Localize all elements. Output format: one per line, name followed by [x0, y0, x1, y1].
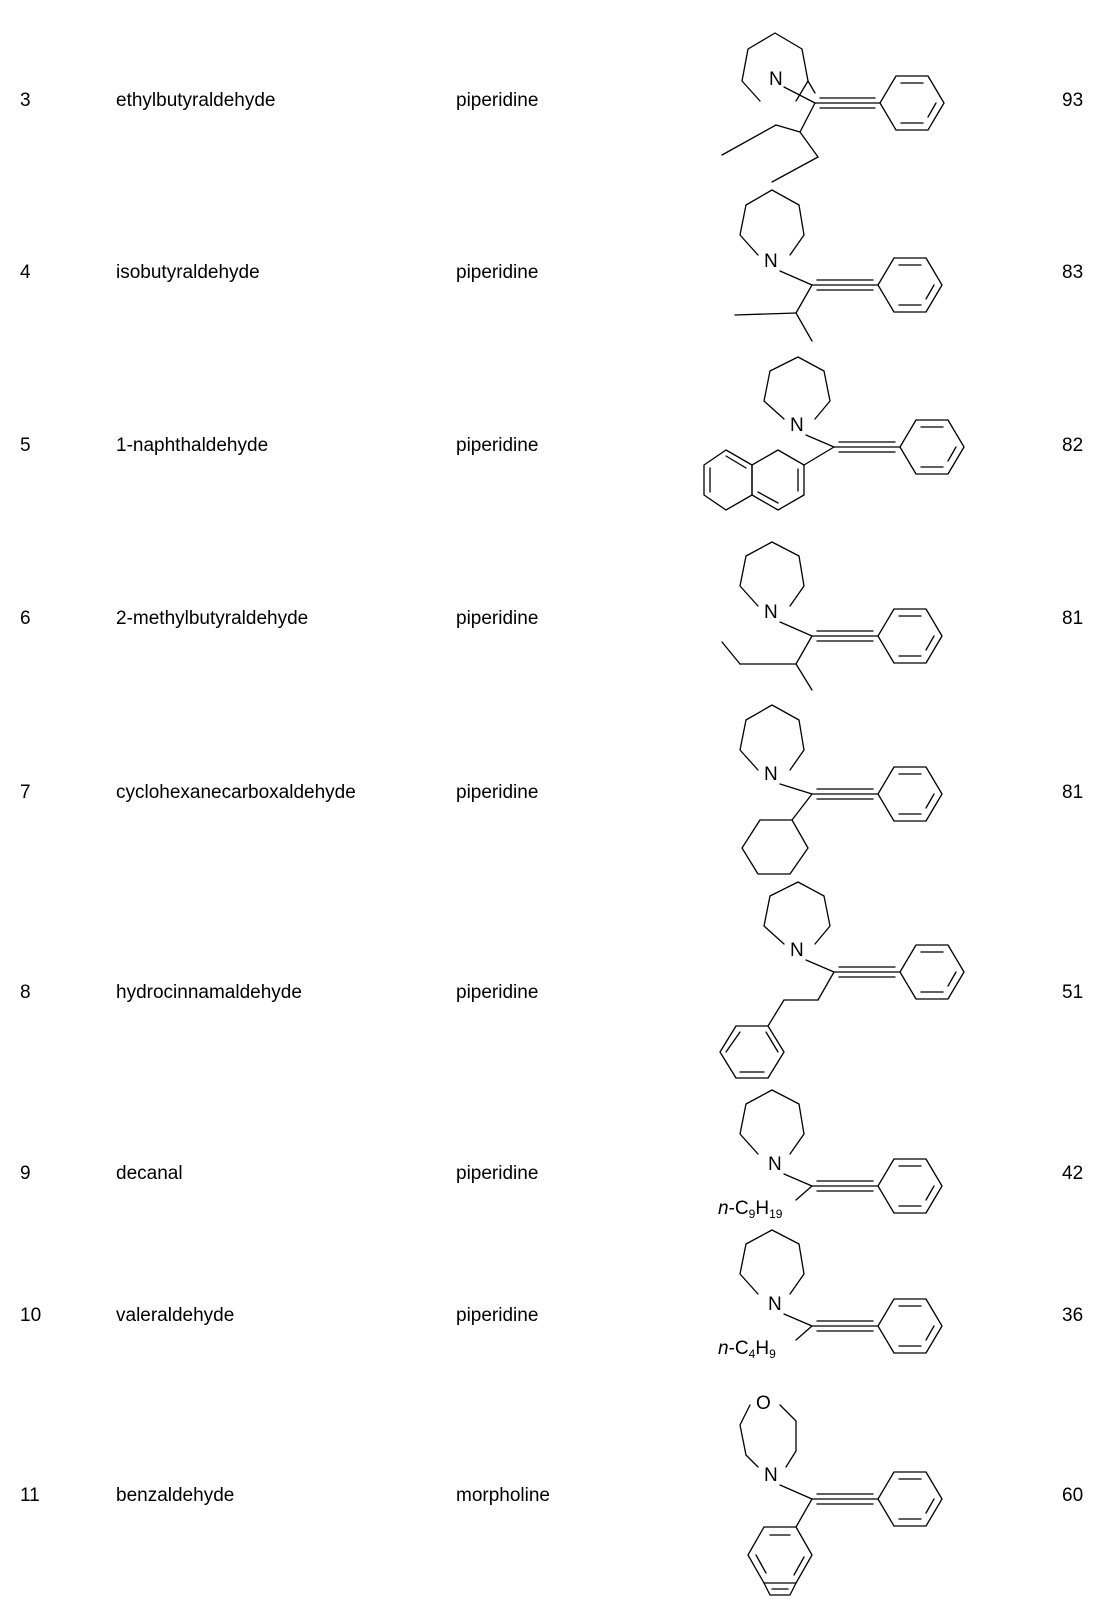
- amine-name: piperidine: [456, 608, 539, 629]
- aldehyde-name: isobutyraldehyde: [116, 262, 260, 283]
- amine-name: piperidine: [456, 1305, 539, 1326]
- nitrogen-label: N: [764, 602, 778, 623]
- product-structure: N: [734, 189, 943, 342]
- amine-name: morpholine: [456, 1485, 550, 1506]
- entry-number: 8: [20, 982, 31, 1003]
- yield-value: 82: [1062, 435, 1084, 456]
- entry-number: 10: [20, 1305, 42, 1326]
- alkyl-c: -C: [729, 1338, 749, 1359]
- yield-value: 36: [1062, 1305, 1084, 1326]
- product-structure: N n-C4H9: [718, 1229, 943, 1361]
- entry-number: 7: [20, 782, 31, 803]
- product-structure: N: [703, 356, 965, 511]
- aldehyde-name: 2-methylbutyraldehyde: [116, 608, 309, 629]
- svg-text:n-C9H19: n-C9H19: [718, 1198, 783, 1221]
- nitrogen-label: N: [790, 415, 804, 436]
- aldehyde-name: cyclohexanecarboxaldehyde: [116, 782, 356, 803]
- entry-number: 6: [20, 608, 31, 629]
- alkyl-c-subscript: 9: [749, 1207, 756, 1221]
- yield-value: 60: [1062, 1485, 1084, 1506]
- aldehyde-name: benzaldehyde: [116, 1485, 235, 1506]
- alkyl-h: H: [755, 1198, 769, 1219]
- amine-name: piperidine: [456, 90, 539, 111]
- alkyl-c-subscript: 4: [749, 1347, 756, 1361]
- oxygen-label: O: [756, 1393, 771, 1414]
- aldehyde-name: 1-naphthaldehyde: [116, 435, 269, 456]
- alkyl-prefix: n: [718, 1198, 729, 1219]
- alkyl-h-subscript: 9: [769, 1347, 776, 1361]
- entry-number: 11: [20, 1485, 40, 1506]
- yield-value: 81: [1062, 782, 1084, 803]
- product-structure: N: [719, 881, 965, 1079]
- alkyl-h: H: [755, 1338, 769, 1359]
- entry-number: 4: [20, 262, 31, 283]
- aldehyde-name: decanal: [116, 1163, 183, 1184]
- product-structure: O N: [739, 1393, 943, 1596]
- aldehyde-name: hydrocinnamaldehyde: [116, 982, 302, 1003]
- amine-name: piperidine: [456, 782, 539, 803]
- yield-value: 81: [1062, 608, 1084, 629]
- yield-value: 93: [1062, 90, 1084, 111]
- product-structure: N: [721, 541, 943, 691]
- nitrogen-label: N: [764, 1465, 778, 1486]
- entry-number: 5: [20, 435, 31, 456]
- yield-value: 51: [1062, 982, 1084, 1003]
- entry-number: 9: [20, 1163, 31, 1184]
- product-structure: N: [721, 32, 945, 183]
- amine-name: piperidine: [456, 262, 539, 283]
- amine-name: piperidine: [456, 982, 539, 1003]
- aldehyde-name: valeraldehyde: [116, 1305, 235, 1326]
- nitrogen-label: N: [764, 251, 778, 272]
- nitrogen-label: N: [764, 764, 778, 785]
- product-structure: N n-C9H19: [718, 1089, 943, 1221]
- aldehyde-name: ethylbutyraldehyde: [116, 90, 276, 111]
- alkyl-h-subscript: 19: [769, 1207, 783, 1221]
- nitrogen-label: N: [769, 69, 783, 90]
- svg-text:n-C4H9: n-C4H9: [718, 1338, 776, 1361]
- alkyl-c: -C: [729, 1198, 749, 1219]
- yield-value: 42: [1062, 1163, 1084, 1184]
- yield-value: 83: [1062, 262, 1084, 283]
- nitrogen-label: N: [768, 1154, 782, 1175]
- entry-number: 3: [20, 90, 31, 111]
- amine-name: piperidine: [456, 1163, 539, 1184]
- product-structure: N: [739, 704, 943, 875]
- nitrogen-label: N: [790, 940, 804, 961]
- amine-name: piperidine: [456, 435, 539, 456]
- alkyl-prefix: n: [718, 1338, 729, 1359]
- nitrogen-label: N: [768, 1294, 782, 1315]
